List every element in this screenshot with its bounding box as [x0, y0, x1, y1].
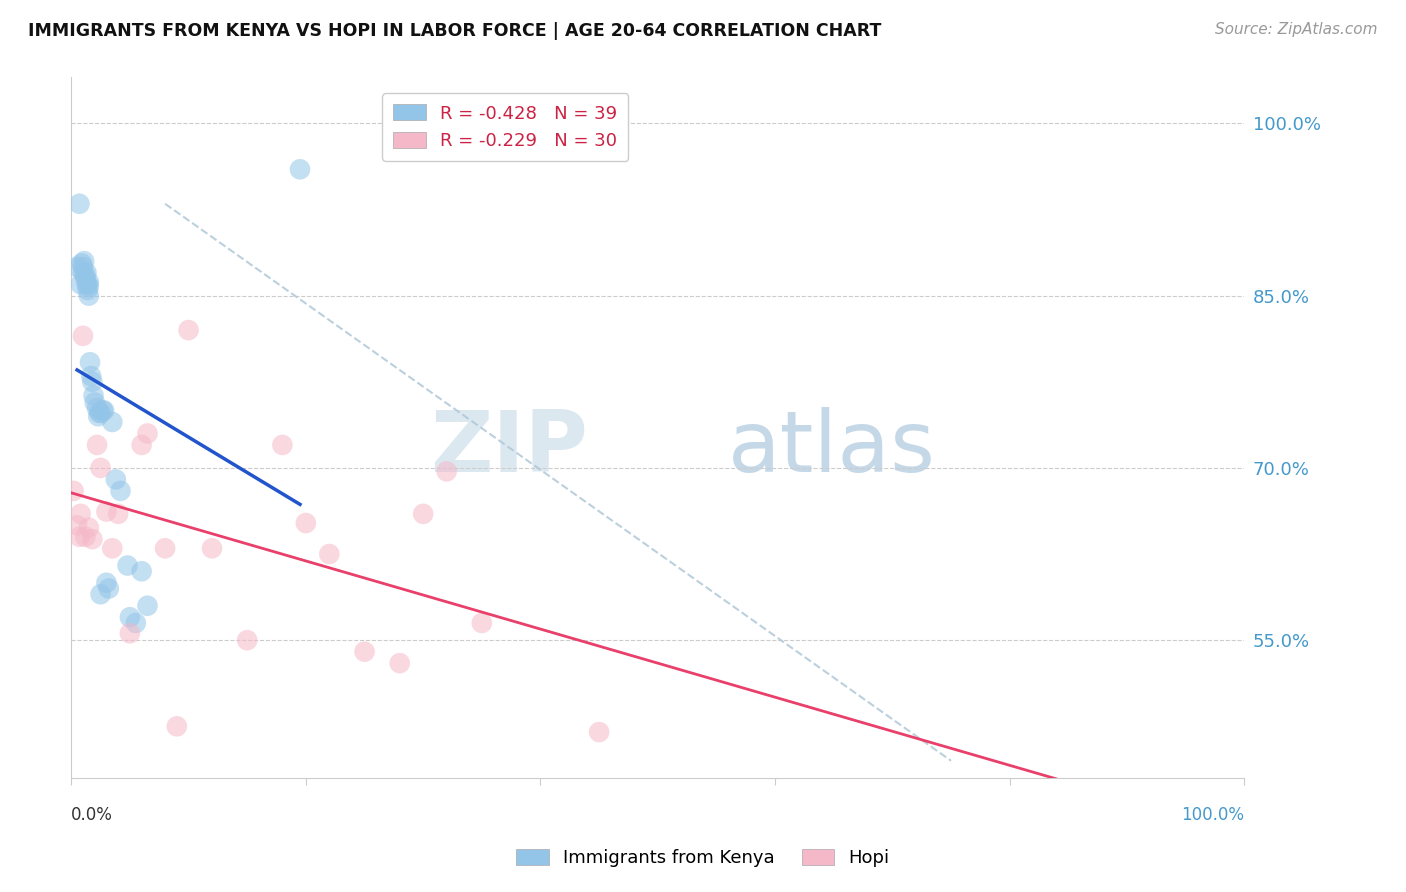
Point — [93, 403, 115, 417]
Point — [87, 409, 110, 424]
Point — [107, 507, 129, 521]
Point — [82, 532, 104, 546]
Point — [80, 369, 103, 384]
Point — [75, 530, 97, 544]
Legend: Immigrants from Kenya, Hopi: Immigrants from Kenya, Hopi — [509, 841, 897, 874]
Point — [73, 254, 96, 268]
Point — [110, 483, 132, 498]
Point — [97, 582, 120, 596]
Point — [90, 587, 112, 601]
Point — [69, 530, 91, 544]
Point — [90, 406, 112, 420]
Point — [77, 279, 100, 293]
Text: 100.0%: 100.0% — [1181, 806, 1244, 824]
Point — [90, 461, 112, 475]
Point — [75, 268, 97, 282]
Point — [86, 438, 108, 452]
Text: ZIP: ZIP — [430, 408, 588, 491]
Point — [96, 504, 118, 518]
Point — [588, 725, 610, 739]
Point — [72, 329, 94, 343]
Point — [86, 401, 108, 416]
Point — [69, 507, 91, 521]
Point — [271, 438, 294, 452]
Point — [83, 388, 105, 402]
Point — [118, 626, 141, 640]
Point — [388, 656, 411, 670]
Point — [318, 547, 340, 561]
Point — [101, 541, 124, 556]
Point — [76, 277, 98, 292]
Point — [436, 464, 458, 478]
Point — [136, 426, 159, 441]
Point — [295, 516, 318, 530]
Point — [76, 266, 98, 280]
Point — [131, 564, 153, 578]
Point — [76, 277, 98, 292]
Text: IMMIGRANTS FROM KENYA VS HOPI IN LABOR FORCE | AGE 20-64 CORRELATION CHART: IMMIGRANTS FROM KENYA VS HOPI IN LABOR F… — [28, 22, 882, 40]
Text: 0.0%: 0.0% — [72, 806, 112, 824]
Point — [166, 719, 188, 733]
Point — [77, 521, 100, 535]
Point — [201, 541, 224, 556]
Point — [75, 271, 97, 285]
Point — [136, 599, 159, 613]
Point — [153, 541, 176, 556]
Point — [288, 162, 311, 177]
Point — [82, 375, 104, 389]
Point — [69, 196, 91, 211]
Point — [76, 283, 98, 297]
Point — [96, 575, 118, 590]
Point — [101, 415, 124, 429]
Legend: R = -0.428   N = 39, R = -0.229   N = 30: R = -0.428 N = 39, R = -0.229 N = 30 — [382, 94, 628, 161]
Point — [79, 355, 101, 369]
Point — [66, 518, 89, 533]
Point — [66, 260, 89, 274]
Point — [471, 615, 494, 630]
Point — [62, 483, 84, 498]
Point — [118, 610, 141, 624]
Point — [69, 277, 91, 292]
Point — [77, 275, 100, 289]
Text: atlas: atlas — [728, 408, 936, 491]
Point — [91, 403, 114, 417]
Point — [412, 507, 434, 521]
Point — [70, 256, 93, 270]
Point — [72, 266, 94, 280]
Point — [104, 472, 127, 486]
Point — [117, 558, 139, 573]
Point — [125, 615, 148, 630]
Point — [77, 288, 100, 302]
Point — [236, 633, 259, 648]
Text: Source: ZipAtlas.com: Source: ZipAtlas.com — [1215, 22, 1378, 37]
Point — [83, 395, 105, 409]
Point — [353, 645, 375, 659]
Point — [177, 323, 200, 337]
Point — [131, 438, 153, 452]
Point — [89, 406, 111, 420]
Point — [72, 260, 94, 274]
